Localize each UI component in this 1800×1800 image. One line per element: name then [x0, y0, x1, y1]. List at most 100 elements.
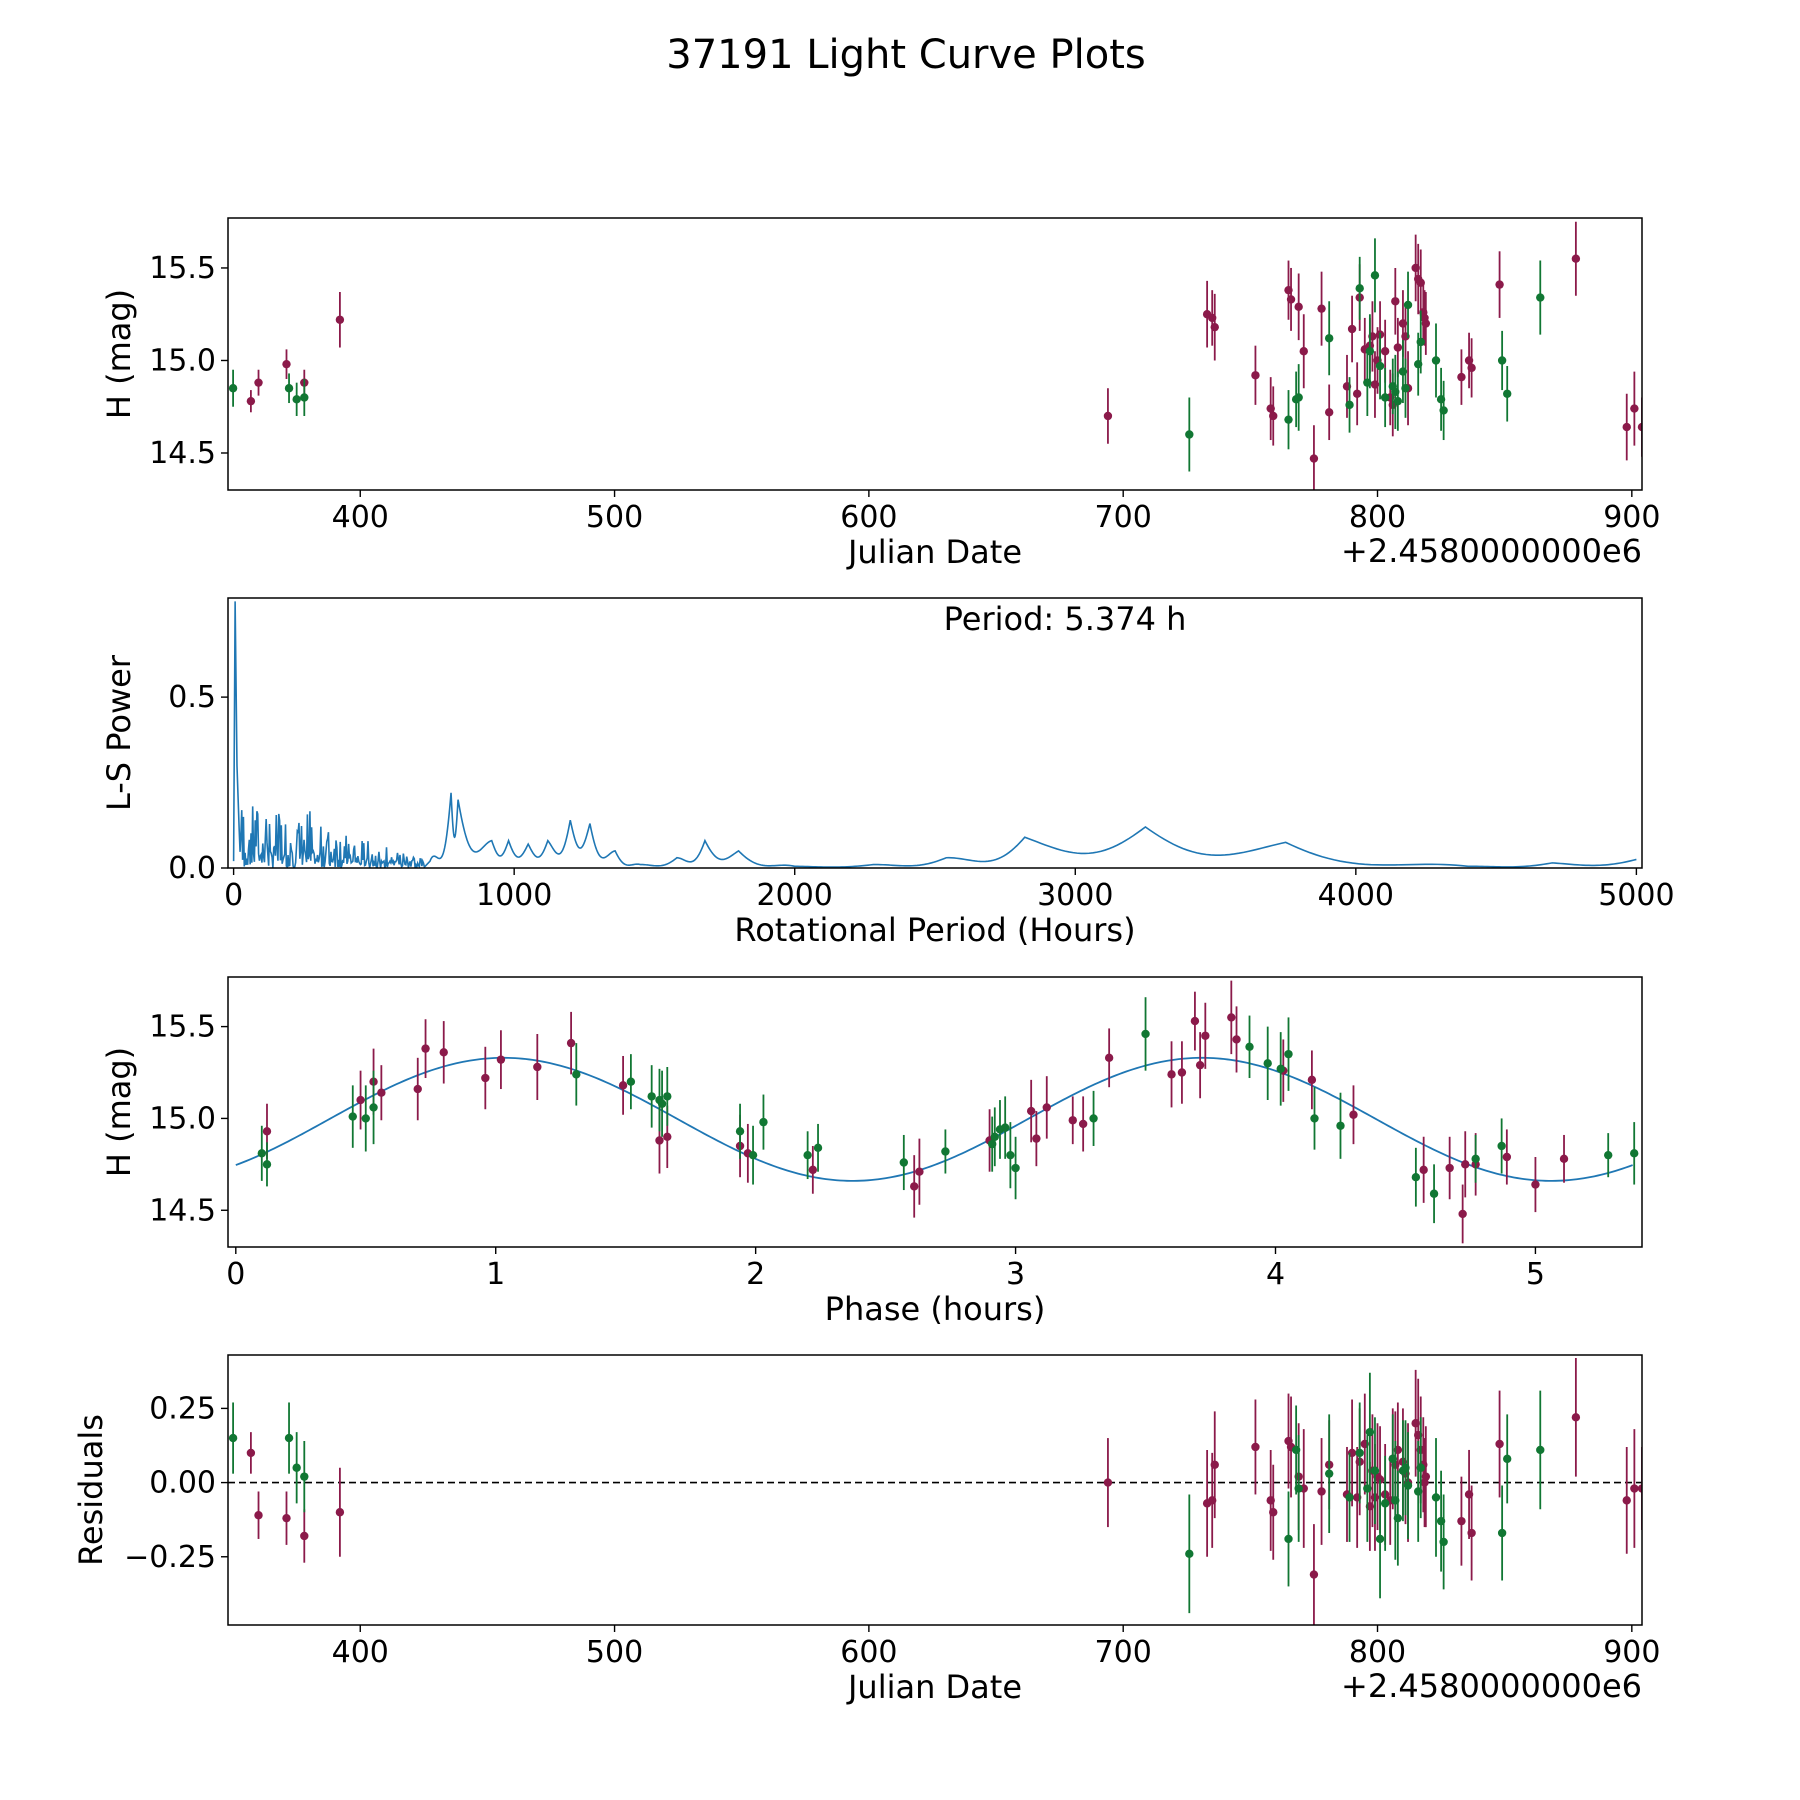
- data-point: [1419, 1165, 1428, 1175]
- data-point: [1347, 324, 1357, 334]
- data-point: [262, 1127, 272, 1136]
- data-point: [1431, 356, 1441, 365]
- x-tick-label: 700: [1095, 500, 1152, 535]
- data-point: [1536, 1445, 1545, 1455]
- data-point: [1497, 356, 1507, 365]
- data-point: [1467, 363, 1476, 373]
- data-point: [1352, 389, 1362, 398]
- data-point: [1630, 1484, 1639, 1493]
- y-tick-label: 0.00: [149, 1466, 216, 1501]
- data-point: [1365, 347, 1375, 356]
- data-point: [1104, 1053, 1114, 1063]
- data-point: [292, 395, 301, 404]
- data-point: [1201, 1031, 1210, 1040]
- data-point: [990, 1132, 999, 1141]
- data-point: [369, 1103, 378, 1112]
- data-point: [1167, 1070, 1176, 1079]
- data-point: [1141, 1029, 1150, 1039]
- data-point: [496, 1055, 506, 1064]
- data-point: [1299, 347, 1308, 356]
- data-point: [1324, 408, 1334, 417]
- data-point: [1391, 297, 1400, 306]
- data-point: [1232, 1035, 1241, 1044]
- data-point: [1324, 1469, 1334, 1478]
- data-point: [1185, 430, 1194, 439]
- data-point: [254, 378, 263, 387]
- data-point: [254, 1511, 263, 1520]
- data-point: [246, 396, 256, 406]
- data-point: [1011, 1163, 1020, 1173]
- data-point: [618, 1081, 628, 1090]
- data-point: [1251, 371, 1260, 380]
- data-point: [300, 393, 309, 402]
- data-point: [439, 1048, 448, 1057]
- data-point: [292, 1463, 301, 1472]
- x-tick-label: 2: [746, 1257, 765, 1292]
- x-offset-text: +2.4580000000e6: [1341, 532, 1642, 570]
- data-point: [1370, 1466, 1380, 1475]
- data-point: [1245, 1042, 1254, 1051]
- data-point: [655, 1136, 664, 1145]
- data-point: [759, 1117, 768, 1127]
- data-point: [803, 1150, 812, 1160]
- data-point: [1439, 406, 1448, 415]
- data-point: [335, 315, 345, 324]
- y-axis-label: L-S Power: [100, 654, 138, 811]
- model-fit-curve: [235, 1056, 1633, 1182]
- residuals-plot-area: [228, 1357, 1642, 1625]
- data-point: [1355, 1448, 1364, 1458]
- data-point: [572, 1070, 581, 1079]
- data-point: [377, 1088, 386, 1097]
- data-point: [1637, 422, 1642, 432]
- periodogram-plot-area: [232, 601, 1637, 868]
- x-tick-label: 2000: [757, 878, 833, 913]
- data-point: [1324, 334, 1334, 343]
- y-axis-label: Residuals: [72, 1414, 110, 1566]
- data-point: [1190, 1016, 1200, 1026]
- y-tick-label: 15.0: [149, 1101, 216, 1136]
- data-point: [1177, 1068, 1187, 1077]
- data-point: [1227, 1013, 1236, 1022]
- data-point: [663, 1092, 672, 1101]
- data-point: [481, 1073, 490, 1083]
- data-point: [813, 1143, 823, 1153]
- data-point: [1536, 293, 1545, 302]
- data-point: [1393, 1513, 1403, 1523]
- periodogram-frame: [227, 597, 1643, 869]
- y-tick-label: −0.25: [124, 1540, 216, 1575]
- data-point: [1630, 1149, 1639, 1158]
- y-tick-label: 14.5: [149, 436, 216, 471]
- x-tick-label: 800: [1349, 1635, 1406, 1670]
- figure-title: 37191 Light Curve Plots: [666, 32, 1145, 78]
- data-point: [1263, 1059, 1272, 1068]
- data-point: [1461, 1160, 1470, 1169]
- data-point: [899, 1158, 909, 1167]
- data-point: [1495, 280, 1504, 289]
- data-point: [1421, 319, 1431, 328]
- data-point: [413, 1084, 422, 1094]
- data-point: [1503, 389, 1512, 398]
- data-point: [1284, 1049, 1293, 1059]
- data-point: [282, 359, 291, 369]
- data-point: [1571, 1413, 1581, 1422]
- data-point: [348, 1112, 357, 1121]
- x-tick-label: 500: [586, 1635, 643, 1670]
- data-point: [1000, 1123, 1010, 1132]
- data-point: [1370, 271, 1380, 280]
- data-point: [915, 1167, 924, 1176]
- data-point: [1429, 1189, 1439, 1198]
- data-point: [356, 1095, 365, 1105]
- data-point: [1431, 1493, 1441, 1502]
- x-tick-label: 600: [840, 1635, 897, 1670]
- data-point: [808, 1165, 818, 1175]
- x-axis-label: Julian Date: [846, 1668, 1022, 1706]
- data-point: [1375, 361, 1385, 371]
- period-annotation: Period: 5.374 h: [944, 600, 1187, 638]
- phased-series-green: [257, 997, 1639, 1224]
- data-point: [1416, 1463, 1425, 1472]
- data-point: [657, 1099, 667, 1108]
- data-point: [1317, 1487, 1326, 1496]
- data-point: [1393, 343, 1403, 352]
- residuals-series-green: [228, 1372, 1545, 1614]
- data-point: [910, 1182, 919, 1191]
